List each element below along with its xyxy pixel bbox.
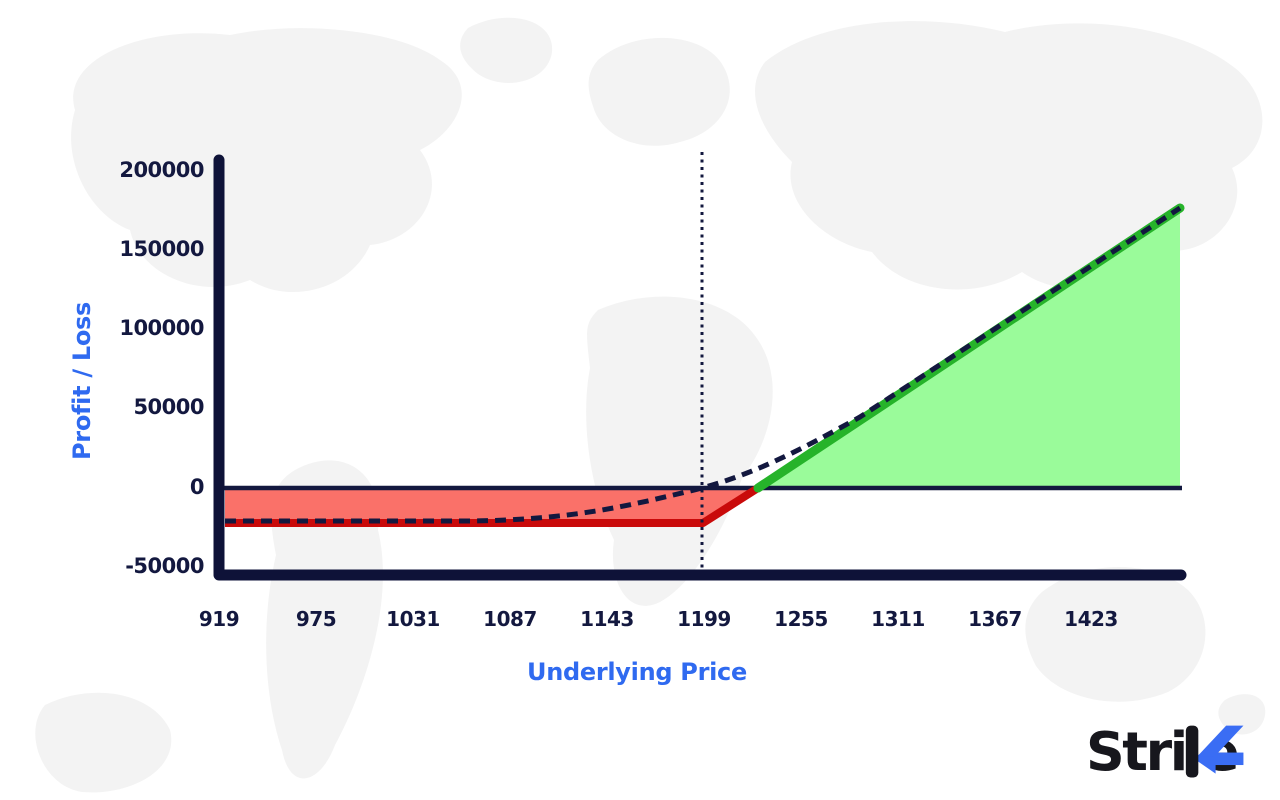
x-axis-title: Underlying Price	[527, 658, 747, 686]
map-continent-south-america	[266, 460, 383, 779]
loss-region-fill	[225, 488, 758, 524]
y-tick-label: 0	[190, 475, 204, 499]
y-tick-label: 150000	[119, 237, 204, 261]
map-continent-north-america	[71, 28, 462, 293]
x-tick-label: 1143	[580, 607, 634, 631]
x-tick-label: 975	[296, 607, 336, 631]
strike-logo: e Stri	[1086, 720, 1244, 783]
logo-k-stem	[1185, 725, 1199, 778]
x-tick-label: 1367	[968, 607, 1022, 631]
logo-arrow-shaft-icon	[1212, 752, 1244, 766]
y-axis-title: Profit / Loss	[68, 302, 96, 460]
world-map-background	[35, 17, 1266, 793]
y-tick-label: 100000	[119, 316, 204, 340]
x-tick-label: 1199	[677, 607, 731, 631]
t0-dashed-curve	[225, 205, 1182, 524]
map-island-nz	[1218, 694, 1266, 735]
x-tick-label: 1031	[386, 607, 440, 631]
map-continent-australia	[1025, 566, 1206, 702]
logo-arrow-diagonal-icon	[1197, 725, 1244, 757]
x-tick-label: 1311	[871, 607, 925, 631]
y-tick-label: -50000	[125, 554, 204, 578]
x-tick-label: 1255	[774, 607, 828, 631]
logo-text-stri: Stri	[1086, 720, 1186, 783]
payoff-line-loss-segment	[225, 484, 761, 527]
x-tick-label: 919	[199, 607, 239, 631]
y-tick-label: 200000	[119, 158, 204, 182]
map-continent-greenland	[460, 17, 553, 83]
y-tick-label: 50000	[133, 395, 204, 419]
x-tick-label: 1423	[1064, 607, 1118, 631]
y-axis-tick-labels: 200000 150000 100000 50000 0 -50000	[119, 158, 204, 578]
map-island-south	[35, 692, 172, 793]
x-tick-label: 1087	[483, 607, 537, 631]
map-continent-europe	[588, 37, 730, 146]
map-continent-africa	[586, 296, 773, 606]
x-axis-tick-labels: 919 975 1031 1087 1143 1199 1255 1311 13…	[199, 607, 1118, 631]
map-continent-asia	[755, 21, 1263, 290]
